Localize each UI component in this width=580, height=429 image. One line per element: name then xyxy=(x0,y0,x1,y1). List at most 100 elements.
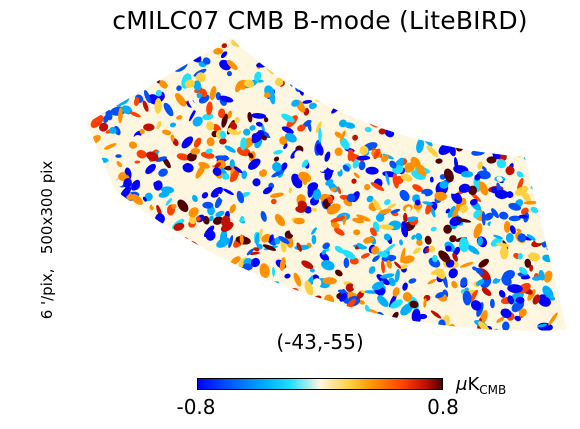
map-blob xyxy=(181,136,194,149)
map-blob xyxy=(540,58,548,71)
map-blob xyxy=(514,315,522,322)
map-blob xyxy=(152,264,167,270)
map-blob xyxy=(171,257,180,262)
map-blob xyxy=(363,236,374,244)
map-blob xyxy=(494,71,508,84)
map-blob xyxy=(372,198,382,213)
map-blob xyxy=(126,331,140,349)
map-blob xyxy=(95,70,102,75)
map-blob xyxy=(348,149,356,163)
map-blob xyxy=(291,99,300,107)
map-blob xyxy=(390,299,403,309)
map-blob xyxy=(394,261,402,269)
map-blob xyxy=(87,90,94,103)
map-blob xyxy=(369,227,377,237)
map-blob xyxy=(557,169,567,178)
map-blob xyxy=(148,304,159,314)
map-blob xyxy=(433,73,440,83)
map-blob xyxy=(306,39,318,50)
map-blob xyxy=(469,198,478,206)
map-blob xyxy=(118,172,127,181)
map-blob xyxy=(312,188,321,201)
map-blob xyxy=(193,80,202,91)
map-blob xyxy=(133,57,142,66)
map-blob xyxy=(570,89,576,96)
map-blob xyxy=(500,69,507,86)
map-blob xyxy=(243,128,251,136)
map-blob xyxy=(549,140,556,155)
map-blob xyxy=(87,95,96,105)
map-blob xyxy=(87,254,89,265)
map-blob xyxy=(453,65,462,74)
map-blob xyxy=(492,95,501,103)
map-blob xyxy=(334,245,344,254)
map-blob xyxy=(400,78,409,87)
map-blob xyxy=(137,312,150,320)
map-blob xyxy=(171,188,182,195)
map-blob xyxy=(192,116,203,127)
map-blob xyxy=(87,329,102,331)
colorbar-min-label: -0.8 xyxy=(176,395,216,419)
map-blob xyxy=(556,261,564,269)
map-blob xyxy=(482,62,493,78)
map-blob xyxy=(109,287,120,297)
map-blob xyxy=(200,326,208,331)
map-blob xyxy=(520,45,532,54)
map-blob xyxy=(173,38,188,39)
map-blob xyxy=(248,152,254,159)
map-blob xyxy=(408,278,417,284)
map-blob xyxy=(524,258,532,268)
map-blob xyxy=(533,160,542,171)
map-blob xyxy=(400,28,409,37)
map-blob xyxy=(500,308,512,319)
map-blob xyxy=(196,333,204,342)
map-blob xyxy=(491,208,499,219)
map-blob xyxy=(362,38,373,41)
map-blob xyxy=(314,38,321,47)
map-blob xyxy=(517,177,524,192)
map-blob xyxy=(454,156,459,171)
map-blob xyxy=(402,292,413,302)
map-blob xyxy=(125,311,130,317)
map-blob xyxy=(302,99,313,104)
map-blob xyxy=(273,156,280,162)
map-blob xyxy=(375,213,385,222)
map-blob xyxy=(148,222,156,229)
map-blob xyxy=(373,148,381,160)
map-blob xyxy=(382,89,393,99)
map-blob xyxy=(569,222,579,226)
map-blob xyxy=(557,110,567,118)
map-blob xyxy=(473,223,483,239)
map-blob xyxy=(456,218,472,223)
map-blob xyxy=(220,215,231,227)
map-blob xyxy=(468,110,476,118)
map-blob xyxy=(477,86,484,93)
map-blob xyxy=(507,26,516,36)
map-blob xyxy=(378,110,385,122)
map-blob xyxy=(449,235,457,243)
map-blob xyxy=(151,198,161,208)
map-blob xyxy=(151,64,160,70)
map-blob xyxy=(271,266,276,277)
map-blob xyxy=(496,176,503,182)
map-blob xyxy=(451,280,458,289)
map-blob xyxy=(295,38,304,39)
map-blob xyxy=(351,88,358,97)
map-blob xyxy=(482,104,490,110)
map-blob xyxy=(103,304,117,312)
map-blob xyxy=(120,186,132,199)
map-blob xyxy=(173,222,185,231)
map-blob xyxy=(252,178,261,187)
map-blob xyxy=(263,308,272,317)
map-blob xyxy=(536,27,545,35)
map-blob xyxy=(376,274,390,286)
map-blob xyxy=(268,128,278,138)
map-blob xyxy=(365,166,379,175)
map-blob xyxy=(337,186,342,195)
map-blob xyxy=(89,152,99,168)
map-blob xyxy=(342,249,356,260)
map-blob xyxy=(498,290,506,298)
map-blob xyxy=(135,214,146,221)
map-blob xyxy=(293,217,305,225)
map-blob xyxy=(301,175,308,186)
